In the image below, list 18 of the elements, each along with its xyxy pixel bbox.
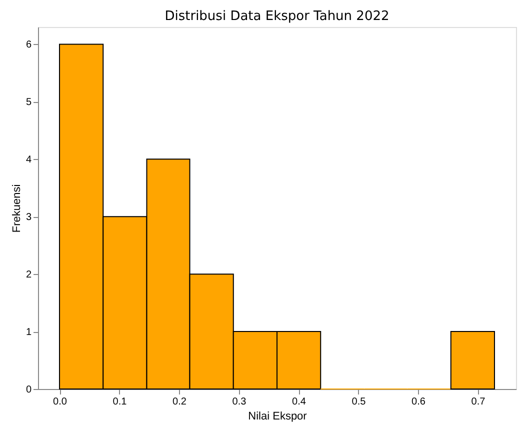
x-tick-label: 0.2 (172, 396, 187, 408)
y-tick-label: 1 (26, 327, 32, 338)
x-tick-label: 0.5 (352, 396, 366, 408)
x-tick-label: 0.1 (112, 396, 128, 408)
y-tick-label: 3 (26, 212, 32, 224)
x-tick-label: 0.7 (471, 396, 486, 408)
y-axis-title: Frekuensi (10, 184, 23, 233)
x-tick-label: 0.3 (232, 396, 247, 408)
y-tick-label: 5 (26, 97, 32, 108)
x-axis-title: Nilai Ekspor (248, 410, 308, 422)
x-tick-label: 0.6 (412, 396, 426, 408)
y-tick-label: 0 (26, 384, 32, 396)
y-tick-label: 6 (26, 40, 32, 51)
y-tick-label: 4 (26, 154, 32, 166)
chart-title: Distribusi Data Ekspor Tahun 2022 (164, 9, 390, 24)
y-tick-label: 2 (26, 270, 32, 281)
x-tick-label: 0.4 (292, 396, 306, 408)
x-tick-label: 0.0 (53, 396, 68, 408)
